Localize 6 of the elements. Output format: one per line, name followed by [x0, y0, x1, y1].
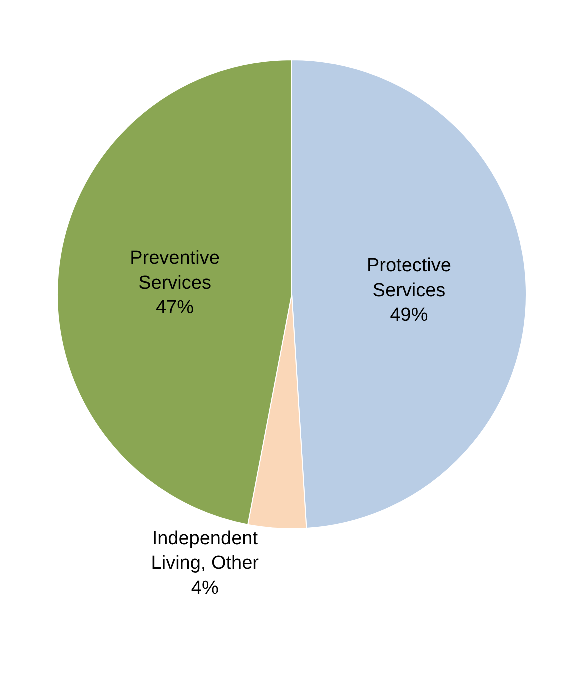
slice-label: Preventive Services [130, 248, 220, 294]
slice-label: Protective Services [366, 256, 452, 302]
data-label: 47% [156, 298, 194, 319]
slice-label: Independent Living, Other [151, 528, 260, 574]
data-label: 49% [390, 305, 428, 326]
data-label: 4% [191, 578, 219, 599]
